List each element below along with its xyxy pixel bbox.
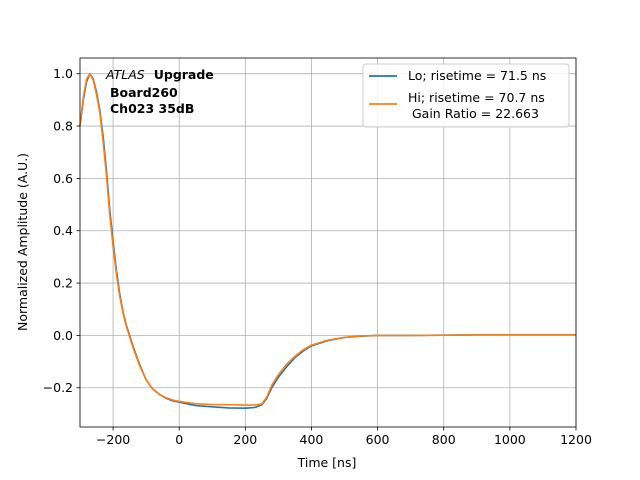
legend-label-hi-line: Hi; risetime = 70.7 ns: [408, 90, 545, 105]
y-axis-label: Normalized Amplitude (A.U.): [15, 153, 30, 331]
annotation-upgrade: Upgrade: [154, 67, 214, 82]
x-tick-label: 800: [432, 432, 456, 447]
ticks: −200 0 200 400 600 800 1000 1200 −0.2 0.0 0.2 0.4 0.…: [43, 66, 592, 447]
legend-label-hi: Hi; risetime = 70.7 ns Gain Ratio = 22.6…: [408, 90, 545, 121]
x-tick-label: 1000: [494, 432, 526, 447]
plot-frame: [79, 57, 577, 428]
annotation-atlas: ATLAS: [105, 67, 145, 82]
x-tick-label: 600: [366, 432, 390, 447]
y-tick-label: 0.4: [53, 223, 73, 238]
legend: Lo; risetime = 71.5 ns Hi; risetime = 70…: [362, 63, 570, 128]
legend-label-hi-line: Gain Ratio = 22.663: [408, 106, 539, 121]
series-layer: [79, 72, 576, 409]
y-tick-label: 0.0: [53, 328, 73, 343]
y-tick-label: 1.0: [53, 66, 73, 81]
annotation-channel: Ch023 35dB: [110, 101, 194, 116]
legend-box: [362, 63, 570, 128]
annotation: ATLAS Upgrade Board260 Ch023 35dB: [105, 67, 214, 116]
x-tick-label: −200: [96, 432, 130, 447]
x-axis-label: Time [ns]: [297, 455, 357, 470]
x-tick-label: 200: [233, 432, 257, 447]
y-tick-label: −0.2: [43, 380, 73, 395]
x-tick-label: 1200: [560, 432, 592, 447]
x-tick-label: 400: [300, 432, 324, 447]
legend-label-lo: Lo; risetime = 71.5 ns: [408, 68, 546, 83]
y-tick-label: 0.6: [53, 171, 73, 186]
svg-text:ATLAS Upgrade: ATLAS Upgrade: [105, 67, 214, 82]
y-tick-label: 0.8: [53, 119, 73, 134]
y-tick-label: 0.2: [53, 276, 73, 291]
x-tick-label: 0: [175, 432, 183, 447]
series-line-hi: [79, 72, 576, 406]
annotation-board: Board260: [110, 85, 178, 100]
